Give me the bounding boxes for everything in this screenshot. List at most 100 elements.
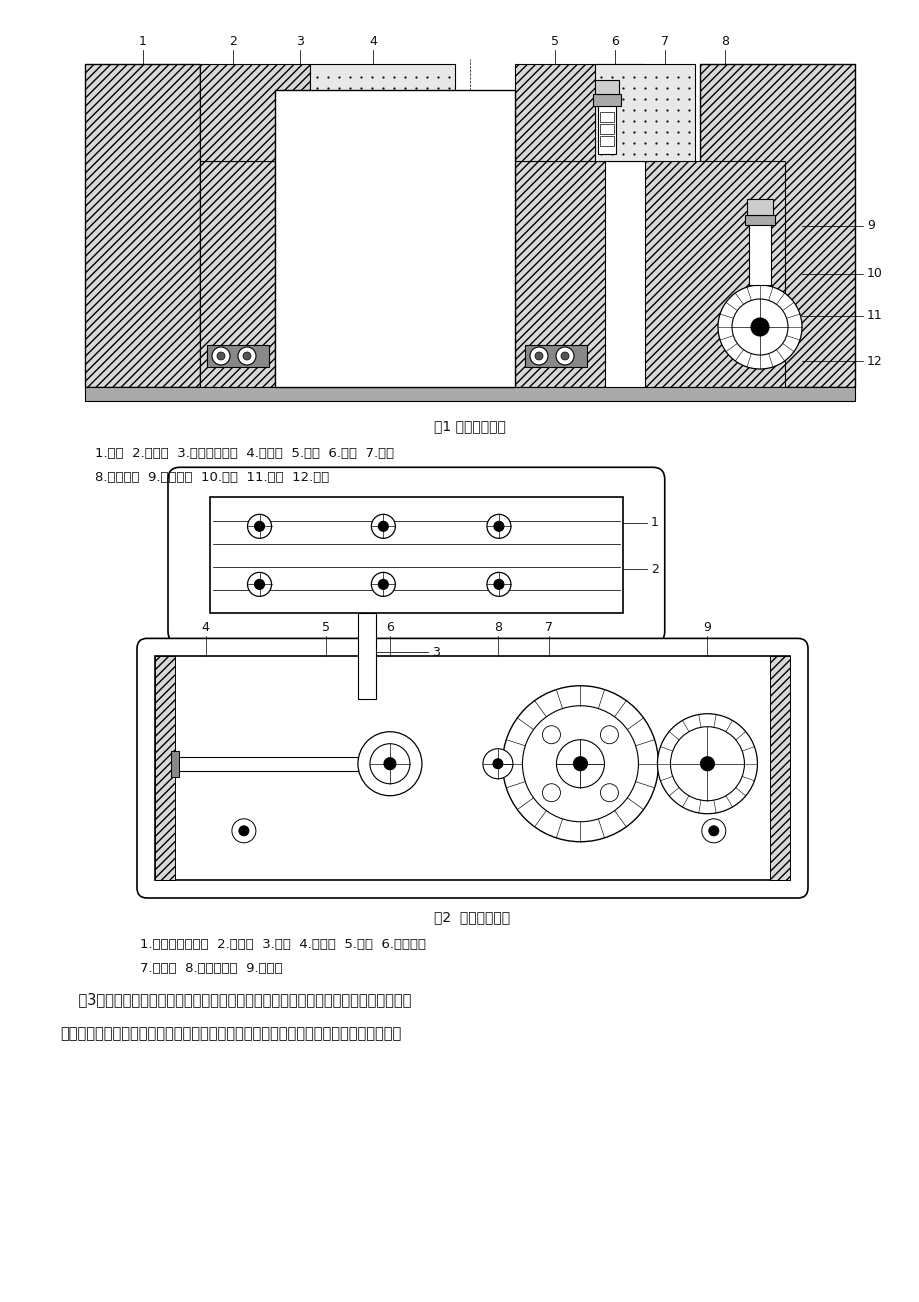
- Bar: [85, 64, 199, 387]
- Circle shape: [556, 740, 604, 788]
- Text: 4: 4: [369, 35, 377, 48]
- Text: 9: 9: [703, 621, 710, 634]
- Text: 1.拨杆调节固定座  2.上模座  3.拉杆  4.下模座  5.拨杆  6.向心轴承: 1.拨杆调节固定座 2.上模座 3.拉杆 4.下模座 5.拨杆 6.向心轴承: [140, 937, 425, 950]
- Bar: [207, 345, 268, 367]
- Bar: [744, 215, 774, 225]
- Bar: [599, 112, 613, 122]
- Text: 8: 8: [494, 621, 502, 634]
- Text: 7: 7: [660, 35, 668, 48]
- Bar: [210, 497, 622, 613]
- Bar: [599, 125, 613, 134]
- Circle shape: [255, 579, 265, 590]
- Circle shape: [247, 514, 271, 538]
- Text: 2: 2: [229, 35, 237, 48]
- Bar: [769, 656, 789, 880]
- Text: 9: 9: [866, 219, 874, 232]
- Circle shape: [371, 573, 395, 596]
- Bar: [171, 751, 179, 777]
- Text: 由材料厚度带来的铁心高度不均，高质量的定、转子铁心要求叠片间相互回转一个大角度: 由材料厚度带来的铁心高度不均，高质量的定、转子铁心要求叠片间相互回转一个大角度: [60, 1026, 401, 1042]
- Bar: [595, 64, 694, 161]
- Text: 2: 2: [650, 562, 658, 575]
- Bar: [199, 64, 310, 161]
- Text: 6: 6: [386, 621, 393, 634]
- Circle shape: [378, 521, 388, 531]
- Bar: [310, 64, 455, 161]
- Text: 图1 落料扭斜机构: 图1 落料扭斜机构: [434, 419, 505, 434]
- Circle shape: [247, 573, 271, 596]
- Text: 3: 3: [431, 646, 439, 659]
- Circle shape: [383, 758, 395, 769]
- Circle shape: [600, 725, 618, 743]
- Circle shape: [371, 514, 395, 538]
- Circle shape: [493, 759, 503, 768]
- Bar: [595, 81, 618, 95]
- Circle shape: [600, 784, 618, 802]
- Text: 8: 8: [720, 35, 728, 48]
- Circle shape: [239, 825, 249, 836]
- Text: 3: 3: [296, 35, 303, 48]
- Circle shape: [542, 725, 560, 743]
- Bar: [275, 90, 515, 387]
- Circle shape: [494, 579, 504, 590]
- Bar: [357, 613, 376, 699]
- Text: 8.轴承外套  9.推力轴承  10.蜗轮  11.蜗杆  12.模座: 8.轴承外套 9.推力轴承 10.蜗轮 11.蜗杆 12.模座: [95, 471, 329, 484]
- Bar: [176, 756, 390, 771]
- Text: 4: 4: [201, 621, 210, 634]
- Circle shape: [542, 784, 560, 802]
- Text: 6: 6: [610, 35, 618, 48]
- Bar: [746, 199, 772, 215]
- Circle shape: [717, 285, 801, 368]
- Text: 7.大齿轮  8.单向向心轴  9.小齿轮: 7.大齿轮 8.单向向心轴 9.小齿轮: [140, 962, 282, 975]
- Circle shape: [657, 713, 756, 814]
- Text: 10: 10: [866, 267, 882, 280]
- Circle shape: [494, 521, 504, 531]
- Circle shape: [701, 819, 725, 842]
- Circle shape: [369, 743, 410, 784]
- Circle shape: [522, 706, 638, 822]
- Circle shape: [699, 756, 714, 771]
- Bar: [525, 345, 586, 367]
- Circle shape: [232, 819, 255, 842]
- Circle shape: [750, 318, 768, 336]
- Bar: [154, 656, 175, 880]
- Circle shape: [573, 756, 587, 771]
- Bar: [699, 64, 854, 387]
- Text: 1: 1: [139, 35, 147, 48]
- Circle shape: [211, 348, 230, 365]
- Circle shape: [502, 686, 658, 841]
- Circle shape: [535, 352, 542, 359]
- Circle shape: [238, 348, 255, 365]
- Bar: [644, 161, 784, 387]
- FancyBboxPatch shape: [137, 638, 807, 898]
- Bar: [599, 137, 613, 146]
- Circle shape: [529, 348, 548, 365]
- Circle shape: [255, 521, 265, 531]
- Circle shape: [486, 573, 510, 596]
- Circle shape: [243, 352, 251, 359]
- Text: 5: 5: [322, 621, 330, 634]
- Text: 7: 7: [544, 621, 552, 634]
- Bar: [593, 95, 620, 107]
- Circle shape: [555, 348, 573, 365]
- Bar: [748, 217, 770, 285]
- Bar: [515, 64, 644, 161]
- Circle shape: [482, 749, 513, 779]
- Bar: [199, 161, 275, 387]
- Text: 图2  机械拨杆机构: 图2 机械拨杆机构: [434, 910, 510, 924]
- Circle shape: [708, 825, 718, 836]
- Circle shape: [217, 352, 225, 359]
- Circle shape: [561, 352, 568, 359]
- Circle shape: [732, 299, 788, 355]
- FancyBboxPatch shape: [168, 467, 664, 643]
- Text: 1.模座  2.旋转套  3.转子落料下模  4.收紧套  5.柄丝  6.滚针  7.螺钉: 1.模座 2.旋转套 3.转子落料下模 4.收紧套 5.柄丝 6.滚针 7.螺钉: [95, 447, 393, 460]
- Text: 5: 5: [550, 35, 559, 48]
- Circle shape: [486, 514, 510, 538]
- Circle shape: [357, 732, 422, 796]
- Circle shape: [670, 727, 743, 801]
- Bar: [154, 656, 789, 880]
- Circle shape: [378, 579, 388, 590]
- Bar: [597, 99, 616, 155]
- Text: （3）回转铆接。硅钢片的磁性能，在不同的扎制方向有差异，为消除这些差异和弥补: （3）回转铆接。硅钢片的磁性能，在不同的扎制方向有差异，为消除这些差异和弥补: [60, 992, 411, 1006]
- Text: 11: 11: [866, 310, 882, 323]
- Bar: [85, 387, 854, 401]
